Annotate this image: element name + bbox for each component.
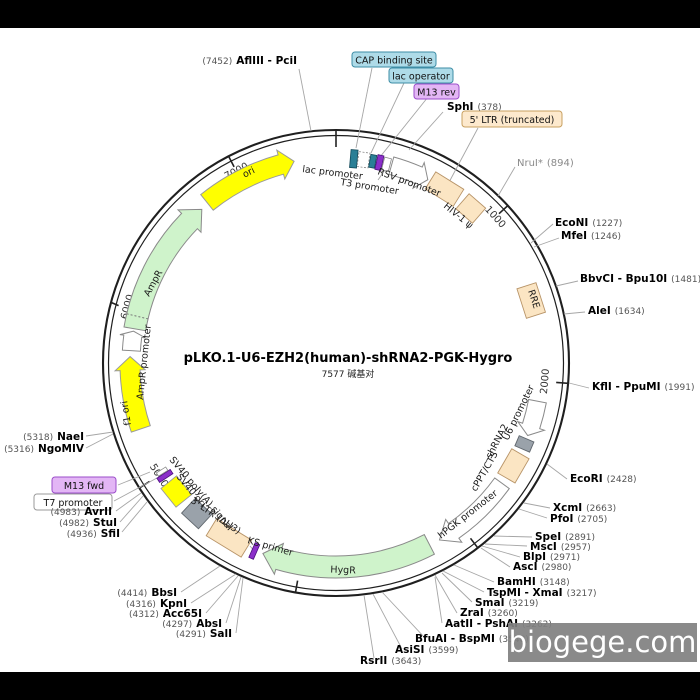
watermark: biogege.com <box>508 623 697 662</box>
feature-arrow-rsv-promoter <box>388 156 429 190</box>
plasmid-size: 7577 碱基对 <box>322 368 375 380</box>
feature-arrow-ampr-promoter <box>119 330 146 352</box>
restriction-site-label: AscI (2980) <box>513 561 571 573</box>
restriction-site-label: MscI (2957) <box>530 541 591 553</box>
restriction-site-label: BlpI (2971) <box>523 551 580 563</box>
restriction-site-label: (4983) AvrII <box>50 506 112 518</box>
feature-arrow-hpgk-promoter <box>438 477 510 543</box>
restriction-site-label: RsrII (3643) <box>360 655 421 667</box>
restriction-site-label: (4312) Acc65I <box>129 608 202 620</box>
pill-label-m13-fwd: M13 fwd <box>64 481 104 492</box>
pill-cap-binding-site <box>351 51 437 68</box>
feature-arrow-f1-ori <box>113 355 151 433</box>
restriction-site-label: EcoRI (2428) <box>570 473 637 485</box>
pill-t7-promoter <box>33 493 113 511</box>
feature-box-m13-fwd <box>156 468 174 483</box>
feature-box-shrna2 <box>514 435 535 453</box>
restriction-site-label: TspMI - XmaI (3217) <box>487 587 597 599</box>
pill-label-m13-rev: M13 rev <box>417 88 456 99</box>
restriction-site-label: SpeI (2891) <box>535 531 595 543</box>
pill-m13-fwd <box>51 476 117 494</box>
feature-box-cap-binding-site <box>349 149 359 169</box>
restriction-site-label-nrui: NruI* (894) <box>517 158 574 169</box>
feature-box-3ltr-du3 <box>205 518 253 558</box>
feature-arrow-hygr <box>262 533 436 579</box>
feature-box-m13-rev <box>374 154 385 172</box>
letterbox-bottom <box>0 672 700 700</box>
feature-box-t3-promoter <box>381 156 392 172</box>
restriction-site-label: AsiSI (3599) <box>395 644 458 656</box>
restriction-site-label: SphI (378) <box>447 101 502 113</box>
feature-box-ks-primer <box>248 542 261 560</box>
restriction-site-label: KflI - PpuMI (1991) <box>592 381 694 393</box>
restriction-site-label: AleI (1634) <box>588 305 645 317</box>
feature-label-ori: ori <box>241 165 257 180</box>
feature-box-5ltr-truncated <box>424 171 465 207</box>
feature-box-lac-operator <box>368 153 378 169</box>
feature-box-lac-promoter <box>356 151 371 169</box>
restriction-site-label: PfoI (2705) <box>550 513 607 525</box>
pill-label-cap-binding-site: CAP binding site <box>355 56 433 67</box>
pill-label-5ltr-truncated: 5' LTR (truncated) <box>470 115 555 126</box>
restriction-site-label: (7452) AflIII - PciI <box>202 55 297 67</box>
feature-box-t7-promoter <box>155 466 169 477</box>
restriction-site-label: (4982) StuI <box>59 517 117 529</box>
restriction-site-label: MfeI (1246) <box>561 230 621 242</box>
restriction-site-label: (4316) KpnI <box>126 598 187 610</box>
pill-5ltr-truncated <box>461 110 563 128</box>
feature-box-rre <box>516 282 547 319</box>
feature-label-hygr: HygR <box>330 565 356 577</box>
feature-arrow-ampr <box>123 208 203 332</box>
restriction-site-label: (5318) NaeI <box>23 431 84 443</box>
feature-box-hiv1-psi <box>455 193 487 224</box>
feature-arrow-ori <box>199 148 295 211</box>
feature-box-cppt-cts <box>497 448 530 484</box>
feature-box-sv40-ori <box>160 475 193 508</box>
restriction-site-label: BbvCI - Bpu10I (1481) <box>580 273 700 285</box>
restriction-site-label: EcoNI (1227) <box>555 217 622 229</box>
pill-m13-rev <box>413 83 460 100</box>
restriction-site-label: ZraI (3260) <box>460 607 518 619</box>
restriction-site-label: (4414) BbsI <box>117 587 177 599</box>
letterbox-top <box>0 0 700 28</box>
restriction-site-label: SmaI (3219) <box>475 597 538 609</box>
leader-lines <box>85 67 590 659</box>
restriction-site-label: (4291) SalI <box>176 628 232 640</box>
restriction-site-label: XcmI (2663) <box>553 502 616 514</box>
feature-boxes <box>155 149 547 560</box>
restriction-site-label: BamHI (3148) <box>497 576 570 588</box>
pill-label-t7-promoter: T7 promoter <box>43 498 103 509</box>
tick-label-2000: 2000 <box>539 368 552 394</box>
feature-label-f1-ori: f1 ori <box>119 400 134 426</box>
pill-lac-operator <box>388 67 454 84</box>
restriction-site-label: (5316) NgoMIV <box>4 443 85 455</box>
feature-arrow-u6-promoter <box>516 398 547 437</box>
pill-label-lac-operator: lac operator <box>392 72 450 83</box>
restriction-site-label: (4936) SfiI <box>67 528 120 540</box>
callout-pills: CAP binding site lac operator M13 rev 5'… <box>33 51 563 511</box>
restriction-site-label: (4297) AbsI <box>162 618 222 630</box>
feature-box-sv40-polya <box>180 497 213 530</box>
plasmid-title: pLKO.1-U6-EZH2(human)-shRNA2-PGK-Hygro <box>184 351 513 366</box>
